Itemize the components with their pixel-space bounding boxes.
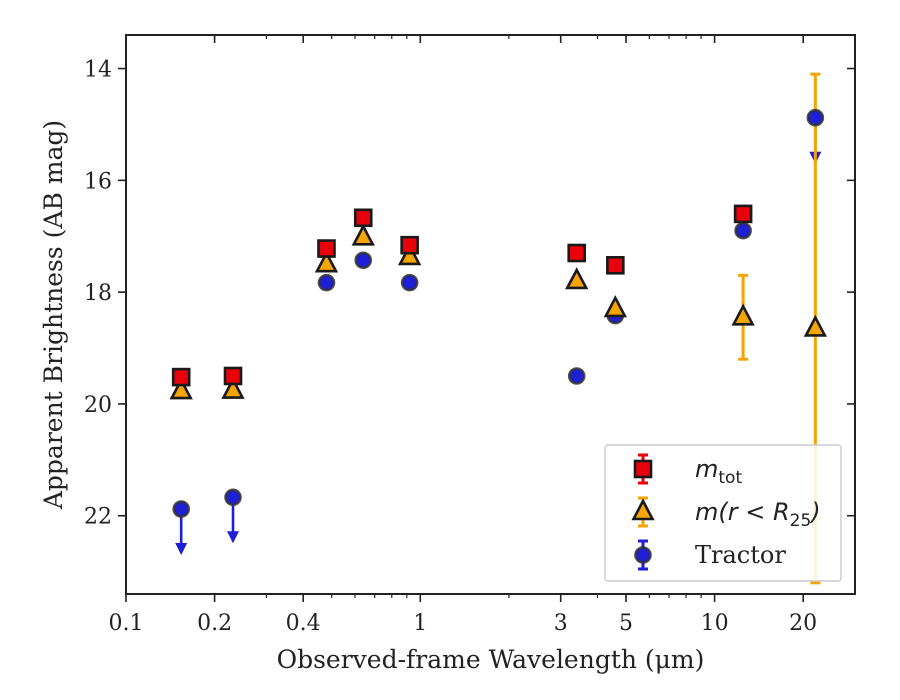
legend-label-subscript: 25 [790,511,812,531]
y-tick-label: 20 [84,393,112,418]
legend-label-main: m(r < R [695,498,790,526]
y-tick-label: 22 [84,505,112,530]
triangle-point [397,243,422,266]
y-tick-label: 18 [84,281,112,306]
legend-label: mtot [695,455,742,488]
square-point [400,235,419,255]
triangle-point [603,295,627,318]
legend-label: m(r < R25) [695,498,821,531]
circle-point [400,273,419,292]
circle-point [806,108,825,127]
legend-label: Tractor [695,541,786,569]
x-axis-label: Observed-frame Wavelength (μm) [277,645,705,674]
triangle-point [314,250,339,273]
circle-point [224,488,242,507]
circle-point [734,221,752,240]
square-point [733,204,753,224]
x-tick-label: 20 [789,611,817,636]
legend-box [604,444,842,582]
x-tick-label: 10 [701,611,729,636]
square-point [317,239,336,258]
legend-label-main: m [695,455,718,483]
circle-point [317,273,336,292]
upper-limit-arrowhead [227,531,240,544]
y-tick-label: 16 [84,169,112,194]
triangle-point [221,376,245,399]
legend-label-close: ) [809,498,820,526]
square-point [171,367,191,387]
x-tick-label: 0.2 [197,611,232,636]
square-point [223,366,243,386]
circle-point [567,367,586,385]
square-point [353,208,373,228]
upper-limit-arrowhead [175,543,188,556]
square-point [567,243,587,263]
y-tick-label: 14 [84,58,112,83]
legend-marker-square [633,459,653,479]
triangle-point [803,314,828,337]
legend-label-subscript: tot [718,468,742,488]
x-tick-label: 1 [413,611,427,636]
y-axis-label: Apparent Brightness (AB mag) [39,120,68,510]
triangle-point [351,223,375,246]
circle-point [354,251,373,270]
plot-frame [125,34,856,595]
legend-label-main: Tractor [695,541,786,569]
circle-point [172,500,190,518]
x-tick-label: 0.1 [109,611,144,636]
legend-marker-triangle [631,498,655,521]
triangle-point [731,303,755,326]
triangle-point [169,377,193,400]
x-tick-label: 0.4 [286,611,321,636]
x-tick-label: 3 [554,611,568,636]
x-tick-label: 5 [619,611,633,636]
triangle-point [565,267,589,290]
square-point [606,256,625,275]
legend-marker-circle [634,546,652,564]
